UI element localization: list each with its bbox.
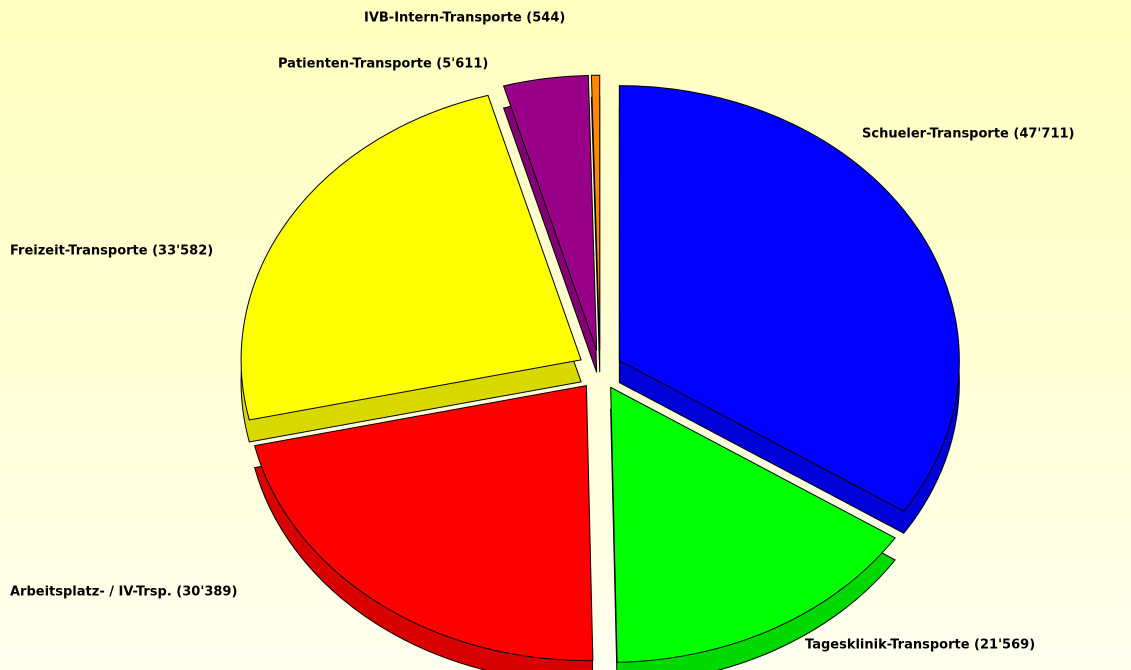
slice xyxy=(253,384,594,662)
slice-label: Patienten-Transporte (5'611) xyxy=(278,57,488,72)
slice xyxy=(240,94,582,421)
slice xyxy=(618,85,960,512)
slice xyxy=(610,386,896,663)
slice-label: Schueler-Transporte (47'711) xyxy=(862,127,1074,142)
slice-label: Tagesklinik-Transporte (21'569) xyxy=(805,638,1035,653)
slice xyxy=(502,74,598,351)
slice-label: Arbeitsplatz- / IV-Trsp. (30'389) xyxy=(10,585,237,600)
slice-label: Freizeit-Transporte (33'582) xyxy=(10,244,213,259)
slice xyxy=(590,74,601,351)
slice-label: IVB-Intern-Transporte (544) xyxy=(364,11,565,26)
